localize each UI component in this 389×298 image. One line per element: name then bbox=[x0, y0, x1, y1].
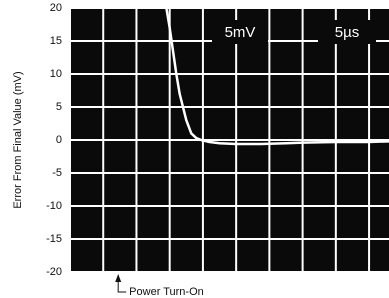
y-tick-label: 20 bbox=[50, 2, 62, 14]
y-tick-label: 0 bbox=[56, 134, 62, 146]
y-tick-label: -5 bbox=[52, 167, 62, 179]
marker-arrowhead bbox=[115, 274, 121, 282]
y-tick-label: -15 bbox=[46, 233, 62, 245]
chart: Error From Final Value (mV) -20 -15 -10 -5 0… bbox=[0, 0, 389, 298]
annotation: 5mV bbox=[225, 24, 256, 41]
marker-label: Power Turn-On bbox=[129, 286, 204, 298]
y-tick-label: -10 bbox=[46, 200, 62, 212]
y-tick-label: 10 bbox=[50, 68, 62, 80]
annotation: 5µs bbox=[335, 24, 360, 41]
y-axis-label: Error From Final Value (mV) bbox=[12, 71, 24, 208]
y-tick-label: -20 bbox=[46, 266, 62, 278]
y-tick-label: 15 bbox=[50, 35, 62, 47]
y-tick-label: 5 bbox=[56, 101, 62, 113]
